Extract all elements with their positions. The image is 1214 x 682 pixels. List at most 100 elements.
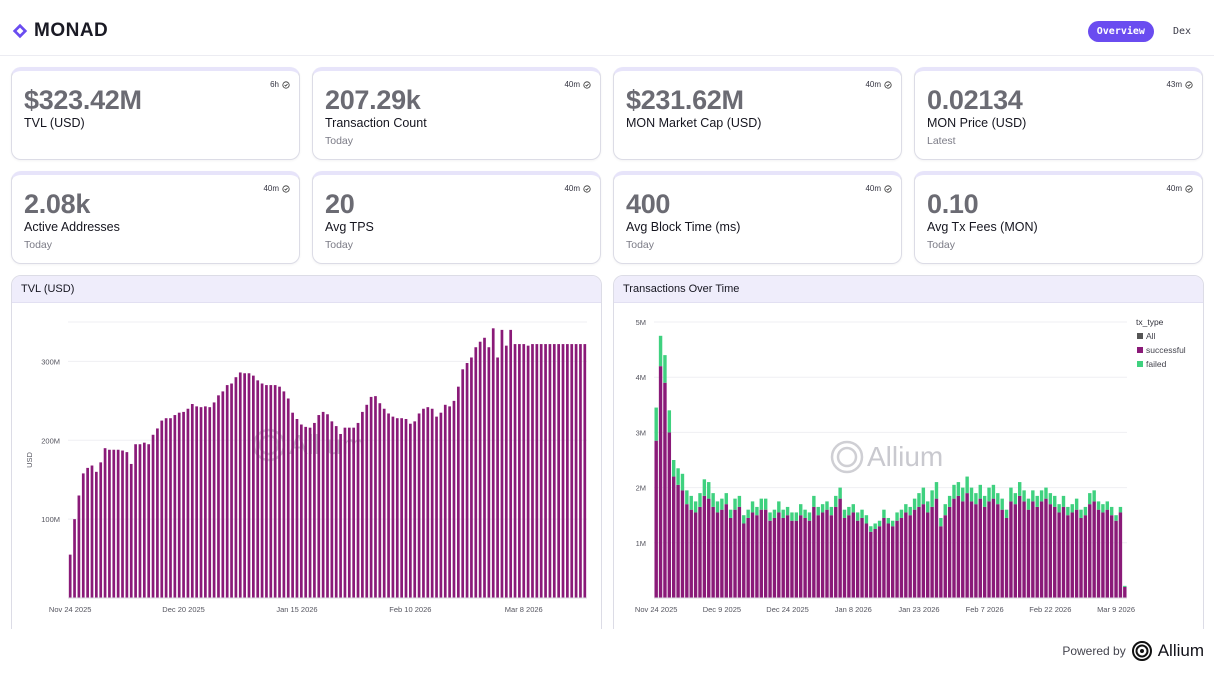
- clock-check-icon: [1185, 80, 1193, 89]
- powered-by[interactable]: Powered by Allium: [1062, 641, 1204, 661]
- y-tick-label: 100M: [41, 515, 60, 524]
- tx-failed-bar: [1004, 509, 1009, 518]
- freshness-badge: 40m: [263, 184, 290, 193]
- metric-card-avg-tps: 20 Avg TPS Today 40m: [312, 171, 601, 264]
- tx-failed-bar: [689, 495, 693, 510]
- tvl-bar: [112, 449, 116, 598]
- tx-successful-bar: [1039, 501, 1044, 598]
- tx-failed-bar: [672, 460, 676, 477]
- freshness-text: 40m: [865, 184, 881, 193]
- tvl-bar: [186, 408, 190, 598]
- tx-failed-bar: [676, 468, 680, 485]
- tx-successful-bar: [908, 515, 912, 598]
- metric-label: Avg Block Time (ms): [626, 220, 741, 234]
- monad-logo[interactable]: MONAD: [12, 20, 108, 42]
- metric-card-active-addresses: 2.08k Active Addresses Today 40m: [11, 171, 300, 264]
- tvl-bar: [347, 427, 351, 598]
- tvl-bar: [308, 427, 312, 598]
- tvl-bar: [500, 329, 504, 598]
- tx-successful-bar: [834, 506, 838, 598]
- tx-failed-bar: [1061, 495, 1066, 507]
- tx-successful-bar: [820, 512, 825, 598]
- tab-dex[interactable]: Dex: [1172, 26, 1191, 37]
- tx-failed-bar: [904, 504, 908, 513]
- tx-failed-bar: [1101, 504, 1105, 513]
- tvl-bar: [474, 347, 478, 598]
- tx-failed-bar: [886, 517, 891, 524]
- tx-successful-bar: [825, 509, 829, 598]
- metric-value: 2.08k: [24, 189, 91, 219]
- tvl-bar: [422, 408, 425, 598]
- tvl-bar: [81, 473, 85, 598]
- tx-failed-bar: [1092, 490, 1096, 502]
- tvl-bar: [299, 424, 303, 598]
- transactions-chart[interactable]: 1M 2M 3M 4M 5M Allium Nov 24 2025 Dec 9 2025 Dec…: [614, 304, 1203, 635]
- tx-failed-bar: [912, 498, 917, 510]
- tx-successful-bar: [1000, 509, 1004, 598]
- tx-successful-bar: [921, 504, 926, 598]
- watermark-text: Allium: [867, 441, 943, 472]
- clock-check-icon: [884, 184, 892, 193]
- x-tick-label: Dec 9 2025: [703, 605, 741, 614]
- tx-successful-bar: [982, 506, 987, 598]
- tvl-bar: [409, 423, 412, 598]
- tvl-bar: [217, 395, 220, 598]
- tx-failed-bar: [803, 509, 807, 518]
- tvl-bar: [496, 357, 499, 598]
- clock-check-icon: [282, 184, 290, 193]
- tvl-bar: [378, 403, 382, 598]
- tx-successful-bar: [785, 515, 790, 598]
- tvl-bar: [552, 344, 556, 598]
- x-tick-label: Feb 10 2026: [389, 605, 431, 614]
- tvl-bar: [387, 413, 390, 598]
- tx-successful-bar: [737, 506, 742, 598]
- tx-successful-bar: [952, 498, 956, 598]
- tvl-bar: [365, 404, 369, 598]
- tx-successful-bar: [926, 512, 930, 598]
- tvl-bar: [579, 344, 582, 598]
- freshness-badge: 40m: [865, 80, 892, 89]
- tvl-bar: [256, 380, 260, 598]
- tx-failed-bar: [829, 506, 834, 516]
- tx-successful-bar: [1053, 506, 1057, 598]
- tx-successful-bar: [1123, 586, 1127, 598]
- tx-successful-bar: [860, 517, 864, 598]
- tx-successful-bar: [1079, 517, 1083, 598]
- tx-failed-bar: [1109, 506, 1114, 516]
- tx-successful-bar: [1017, 495, 1022, 598]
- tvl-bar: [583, 344, 587, 598]
- y-tick-label: 4M: [636, 373, 646, 382]
- tx-failed-bar: [715, 501, 720, 513]
- tx-successful-bar: [1022, 501, 1026, 598]
- tvl-bar: [282, 391, 286, 598]
- freshness-text: 40m: [1166, 184, 1182, 193]
- tx-failed-bar: [1048, 493, 1053, 505]
- tx-successful-bar: [961, 501, 965, 598]
- metric-sub: Today: [626, 239, 655, 251]
- tx-failed-bar: [733, 498, 737, 510]
- metric-label: MON Price (USD): [927, 116, 1027, 130]
- tx-successful-bar: [1013, 504, 1018, 598]
- tx-failed-bar: [654, 407, 658, 441]
- powered-by-text: Powered by: [1062, 644, 1126, 658]
- tvl-bar: [404, 418, 408, 598]
- tvl-bar: [374, 396, 377, 598]
- tx-failed-bar: [969, 487, 974, 502]
- tx-successful-bar: [689, 509, 693, 598]
- tvl-bar: [317, 415, 321, 598]
- allium-brand-text: Allium: [1157, 641, 1204, 660]
- tx-failed-bar: [1022, 490, 1026, 502]
- tab-overview[interactable]: Overview: [1087, 21, 1154, 42]
- tx-failed-bar: [987, 487, 991, 502]
- clock-check-icon: [282, 80, 290, 89]
- tx-failed-bar: [877, 520, 882, 527]
- tvl-bar: [177, 412, 181, 598]
- metric-value: 207.29k: [325, 85, 421, 115]
- legend-item-successful: successful: [1146, 345, 1186, 355]
- tvl-bar: [134, 444, 137, 598]
- tx-failed-bar: [794, 512, 799, 521]
- tx-successful-bar: [899, 517, 904, 598]
- metric-sub: Today: [325, 135, 354, 147]
- metric-label: Active Addresses: [24, 220, 120, 234]
